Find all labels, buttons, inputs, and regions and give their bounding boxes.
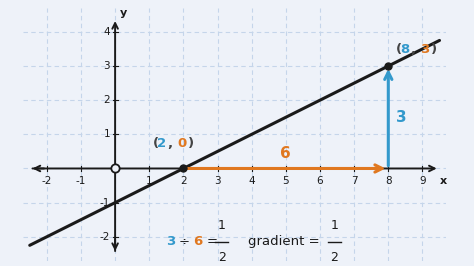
Text: 8: 8 xyxy=(400,43,410,56)
Text: 0: 0 xyxy=(177,137,186,150)
Text: 3: 3 xyxy=(420,43,429,56)
Text: 3: 3 xyxy=(166,235,175,248)
Text: ): ) xyxy=(188,137,194,150)
Text: 5: 5 xyxy=(283,176,289,186)
Text: 1: 1 xyxy=(218,219,226,232)
Text: 4: 4 xyxy=(248,176,255,186)
Text: gradient =: gradient = xyxy=(248,235,320,248)
Text: 1: 1 xyxy=(146,176,153,186)
Text: 7: 7 xyxy=(351,176,357,186)
Text: 1: 1 xyxy=(103,129,110,139)
Text: 8: 8 xyxy=(385,176,392,186)
Text: ): ) xyxy=(431,43,437,56)
Text: =: = xyxy=(207,235,218,248)
Text: 6: 6 xyxy=(281,146,291,161)
Text: (: ( xyxy=(396,43,402,56)
Text: 6: 6 xyxy=(317,176,323,186)
Text: 3: 3 xyxy=(103,61,110,71)
Text: 3: 3 xyxy=(214,176,221,186)
Text: y: y xyxy=(120,8,128,18)
Text: 1: 1 xyxy=(330,219,338,232)
Text: ,: , xyxy=(168,137,176,150)
Text: ,: , xyxy=(411,43,419,56)
Text: (: ( xyxy=(153,137,159,150)
Text: -1: -1 xyxy=(76,176,86,186)
Text: 4: 4 xyxy=(103,27,110,37)
Text: 2: 2 xyxy=(157,137,166,150)
Text: 9: 9 xyxy=(419,176,426,186)
Text: x: x xyxy=(439,176,447,186)
Text: -2: -2 xyxy=(42,176,52,186)
Text: -2: -2 xyxy=(100,232,110,242)
Text: ÷: ÷ xyxy=(178,235,189,248)
Text: 3: 3 xyxy=(396,110,406,125)
Text: 2: 2 xyxy=(103,95,110,105)
Text: 2: 2 xyxy=(218,251,226,264)
Text: 6: 6 xyxy=(193,235,202,248)
Text: -1: -1 xyxy=(100,198,110,208)
Text: 2: 2 xyxy=(330,251,338,264)
Text: 2: 2 xyxy=(180,176,187,186)
